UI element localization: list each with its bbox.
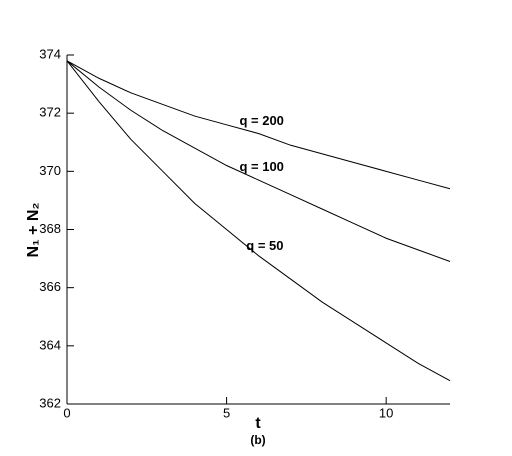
series-label: q = 200 [239,113,283,128]
series-label: q = 50 [246,238,283,253]
x-tick-label: 0 [63,405,70,420]
y-tick-label: 370 [39,163,61,178]
y-tick-label: 362 [39,395,61,410]
series-line [66,60,451,190]
series-line [66,60,451,382]
x-axis-label: t [255,415,261,432]
x-tick-label: 10 [379,405,393,420]
y-tick-label: 366 [39,279,61,294]
y-tick-label: 368 [39,221,61,236]
y-tick-label: 374 [39,46,61,61]
y-tick-label: 364 [39,337,61,352]
x-tick-label: 5 [223,405,230,420]
caption: (b) [250,433,265,447]
series-label: q = 100 [239,159,283,174]
series-line [66,60,451,262]
y-axis-label: N₁ + N₂ [25,202,42,257]
y-tick-label: 372 [39,105,61,120]
